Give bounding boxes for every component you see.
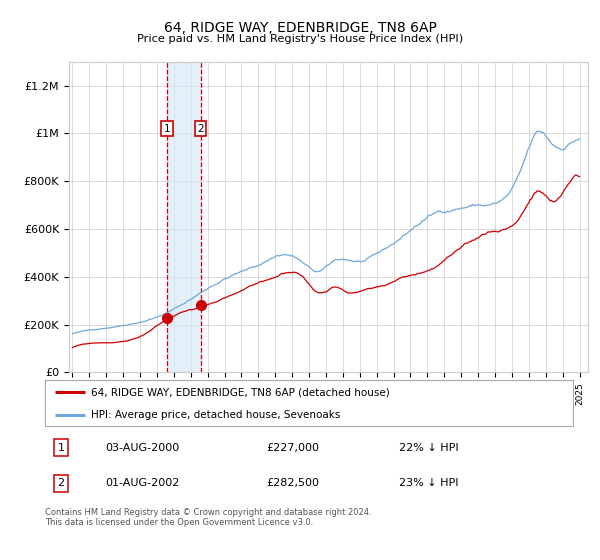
Text: £227,000: £227,000 <box>267 443 320 453</box>
Text: 64, RIDGE WAY, EDENBRIDGE, TN8 6AP: 64, RIDGE WAY, EDENBRIDGE, TN8 6AP <box>164 21 436 35</box>
Text: £282,500: £282,500 <box>267 478 320 488</box>
Text: 22% ↓ HPI: 22% ↓ HPI <box>399 443 458 453</box>
Text: 1: 1 <box>164 124 170 133</box>
Text: HPI: Average price, detached house, Sevenoaks: HPI: Average price, detached house, Seve… <box>91 410 341 421</box>
Text: 2: 2 <box>57 478 64 488</box>
Bar <box>167 62 200 372</box>
Text: 1: 1 <box>58 443 64 453</box>
Text: 23% ↓ HPI: 23% ↓ HPI <box>399 478 458 488</box>
Text: Price paid vs. HM Land Registry's House Price Index (HPI): Price paid vs. HM Land Registry's House … <box>137 34 463 44</box>
Text: Contains HM Land Registry data © Crown copyright and database right 2024.
This d: Contains HM Land Registry data © Crown c… <box>45 508 371 528</box>
Text: 64, RIDGE WAY, EDENBRIDGE, TN8 6AP (detached house): 64, RIDGE WAY, EDENBRIDGE, TN8 6AP (deta… <box>91 387 390 397</box>
Text: 2: 2 <box>197 124 204 133</box>
Text: 01-AUG-2002: 01-AUG-2002 <box>106 478 180 488</box>
Text: 03-AUG-2000: 03-AUG-2000 <box>106 443 180 453</box>
